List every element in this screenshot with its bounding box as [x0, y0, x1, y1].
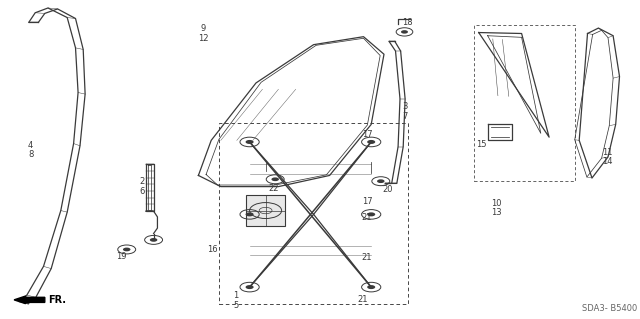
Bar	[219, 123, 408, 304]
Text: 15: 15	[476, 140, 486, 149]
Text: 2
6: 2 6	[140, 177, 145, 196]
Circle shape	[367, 285, 375, 289]
Text: 20: 20	[383, 185, 393, 194]
Text: 4
8: 4 8	[28, 141, 33, 159]
Text: 1
5: 1 5	[233, 291, 238, 310]
Text: 21: 21	[362, 253, 372, 262]
Circle shape	[401, 30, 408, 33]
Circle shape	[246, 212, 253, 216]
Circle shape	[150, 238, 157, 242]
Text: 3
7: 3 7	[402, 102, 407, 121]
Text: 18: 18	[402, 18, 413, 27]
Text: 16: 16	[207, 245, 218, 254]
Circle shape	[246, 140, 253, 144]
Text: 21: 21	[362, 213, 372, 222]
Text: 17: 17	[362, 197, 372, 206]
Text: 9
12: 9 12	[198, 24, 209, 43]
Text: SDA3- B5400: SDA3- B5400	[582, 304, 637, 313]
Text: FR.: FR.	[48, 295, 66, 305]
Bar	[474, 25, 575, 181]
Circle shape	[123, 248, 131, 251]
FancyArrow shape	[14, 296, 45, 304]
Text: 21: 21	[357, 295, 367, 304]
Circle shape	[246, 285, 253, 289]
Bar	[246, 195, 285, 226]
Circle shape	[377, 179, 385, 183]
Circle shape	[367, 212, 375, 216]
Text: 10
13: 10 13	[491, 199, 501, 217]
Text: 19: 19	[116, 252, 127, 261]
Circle shape	[271, 177, 279, 181]
Text: 17: 17	[362, 130, 372, 139]
Circle shape	[367, 140, 375, 144]
Text: 11
14: 11 14	[602, 148, 612, 166]
Text: 22: 22	[269, 184, 279, 193]
